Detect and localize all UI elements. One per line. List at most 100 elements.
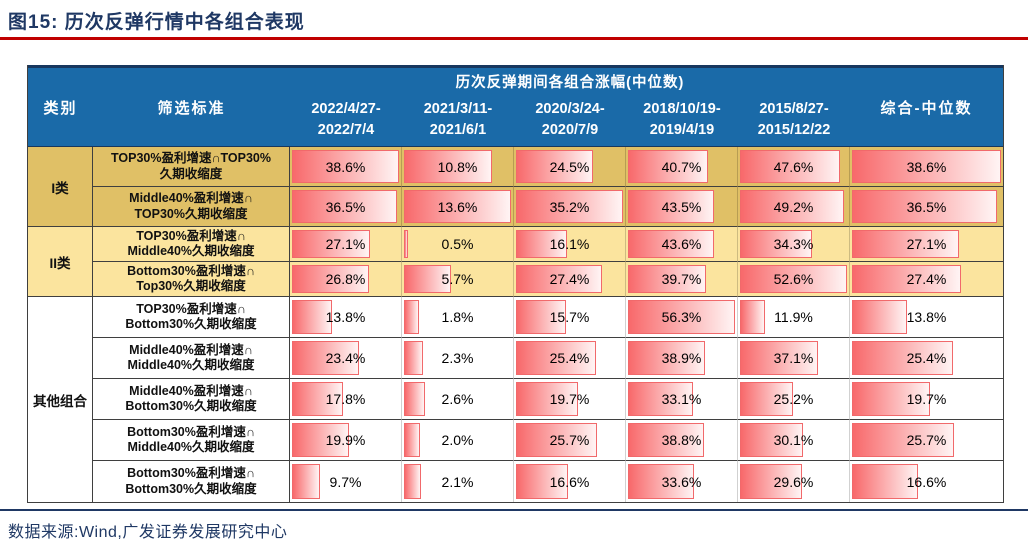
value-cell: 2.6% — [402, 379, 514, 420]
value-label: 25.4% — [906, 350, 947, 366]
value-label: 25.7% — [906, 432, 947, 448]
value-cell: 25.4% — [850, 338, 1003, 379]
value-cell: 43.5% — [626, 187, 738, 227]
data-bar — [740, 464, 803, 499]
value-label: 56.3% — [661, 309, 702, 325]
header-period-2020: 2020/3/24- 2020/7/9 — [514, 94, 626, 146]
value-label: 16.1% — [549, 236, 590, 252]
value-cell: 36.5% — [850, 187, 1003, 227]
criteria-cell: TOP30%盈利增速∩ Bottom30%久期收缩度 — [93, 297, 290, 338]
value-cell: 2.0% — [402, 420, 514, 461]
data-bar — [852, 382, 931, 416]
category-cell: I类 — [28, 147, 93, 227]
value-label: 27.1% — [325, 236, 366, 252]
value-cell: 15.7% — [514, 297, 626, 338]
data-bar — [516, 265, 603, 293]
value-cell: 38.6% — [850, 147, 1003, 187]
criteria-cell: Middle40%盈利增速∩ Middle40%久期收缩度 — [93, 338, 290, 379]
value-cell: 36.5% — [290, 187, 402, 227]
value-label: 33.6% — [661, 473, 702, 490]
value-cell: 24.5% — [514, 147, 626, 187]
data-bar — [628, 300, 735, 334]
value-cell: 16.6% — [850, 461, 1003, 502]
value-label: 43.5% — [661, 198, 702, 215]
value-cell: 16.1% — [514, 227, 626, 262]
period-line1: 2022/4/27- — [311, 101, 381, 117]
value-label: 19.9% — [325, 432, 366, 448]
value-cell: 16.6% — [514, 461, 626, 502]
header-span-label: 历次反弹期间各组合涨幅(中位数) — [455, 74, 685, 91]
value-label: 27.1% — [906, 236, 947, 252]
value-cell: 27.1% — [290, 227, 402, 262]
value-label: 33.1% — [661, 391, 702, 407]
data-bar — [404, 341, 423, 375]
value-label: 13.8% — [906, 309, 947, 325]
period-line2: 2021/6/1 — [429, 122, 487, 138]
value-cell: 25.4% — [514, 338, 626, 379]
data-bar — [404, 190, 511, 223]
criteria-line1: TOP30%盈利增速∩ — [136, 228, 246, 243]
value-label: 52.6% — [773, 271, 814, 287]
criteria-line2: Bottom30%久期收缩度 — [125, 399, 257, 413]
data-bar — [292, 423, 350, 457]
value-label: 15.7% — [549, 309, 590, 325]
value-label: 34.3% — [773, 236, 814, 252]
value-label: 9.7% — [329, 473, 362, 490]
data-bar — [628, 382, 694, 416]
criteria-cell: Bottom30%盈利增速∩ Top30%久期收缩度 — [93, 262, 290, 297]
criteria-line2: Top30%久期收缩度 — [136, 279, 246, 293]
criteria-cell: TOP30%盈利增速∩TOP30% 久期收缩度 — [93, 147, 290, 187]
value-label: 16.6% — [906, 473, 947, 490]
data-bar — [740, 341, 819, 375]
value-cell: 49.2% — [738, 187, 850, 227]
data-bar — [628, 150, 709, 183]
data-bar — [852, 423, 954, 457]
data-bar — [740, 190, 844, 223]
data-bar — [740, 423, 804, 457]
value-label: 25.2% — [773, 391, 814, 407]
value-label: 2.3% — [441, 350, 474, 366]
data-bar — [628, 341, 705, 375]
criteria-cell: Middle40%盈利增速∩ Bottom30%久期收缩度 — [93, 379, 290, 420]
value-label: 2.0% — [441, 432, 474, 448]
value-label: 10.8% — [437, 158, 478, 175]
period-line2: 2019/4/19 — [649, 122, 715, 138]
value-label: 27.4% — [906, 271, 947, 287]
value-cell: 1.8% — [402, 297, 514, 338]
value-cell: 25.7% — [514, 420, 626, 461]
data-bar — [292, 341, 360, 375]
criteria-line2: TOP30%久期收缩度 — [134, 206, 248, 221]
value-cell: 30.1% — [738, 420, 850, 461]
value-cell: 10.8% — [402, 147, 514, 187]
value-label: 16.6% — [549, 473, 590, 490]
value-cell: 29.6% — [738, 461, 850, 502]
value-label: 25.7% — [549, 432, 590, 448]
value-cell: 0.5% — [402, 227, 514, 262]
value-cell: 38.9% — [626, 338, 738, 379]
criteria-cell: Bottom30%盈利增速∩ Middle40%久期收缩度 — [93, 420, 290, 461]
value-label: 37.1% — [773, 350, 814, 366]
value-label: 38.6% — [325, 158, 366, 175]
value-cell: 52.6% — [738, 262, 850, 297]
data-bar — [628, 230, 714, 258]
data-bar — [740, 382, 794, 416]
data-bar — [516, 300, 566, 334]
value-cell: 2.1% — [402, 461, 514, 502]
value-label: 27.4% — [549, 271, 590, 287]
value-cell: 11.9% — [738, 297, 850, 338]
data-bar — [852, 190, 997, 223]
value-cell: 38.6% — [290, 147, 402, 187]
value-cell: 37.1% — [738, 338, 850, 379]
value-label: 19.7% — [549, 391, 590, 407]
value-label: 2.6% — [441, 391, 474, 407]
table-body: I类 TOP30%盈利增速∩TOP30% 久期收缩度 38.6% 10.8% 24.5% 4… — [28, 147, 1003, 502]
criteria-line2: Bottom30%久期收缩度 — [125, 481, 257, 496]
data-bar — [292, 265, 370, 293]
data-bar — [852, 300, 907, 334]
value-label: 30.1% — [773, 432, 814, 448]
value-cell: 5.7% — [402, 262, 514, 297]
period-line2: 2022/7/4 — [317, 122, 375, 138]
value-label: 39.7% — [661, 271, 702, 287]
value-cell: 27.4% — [514, 262, 626, 297]
value-cell: 40.7% — [626, 147, 738, 187]
